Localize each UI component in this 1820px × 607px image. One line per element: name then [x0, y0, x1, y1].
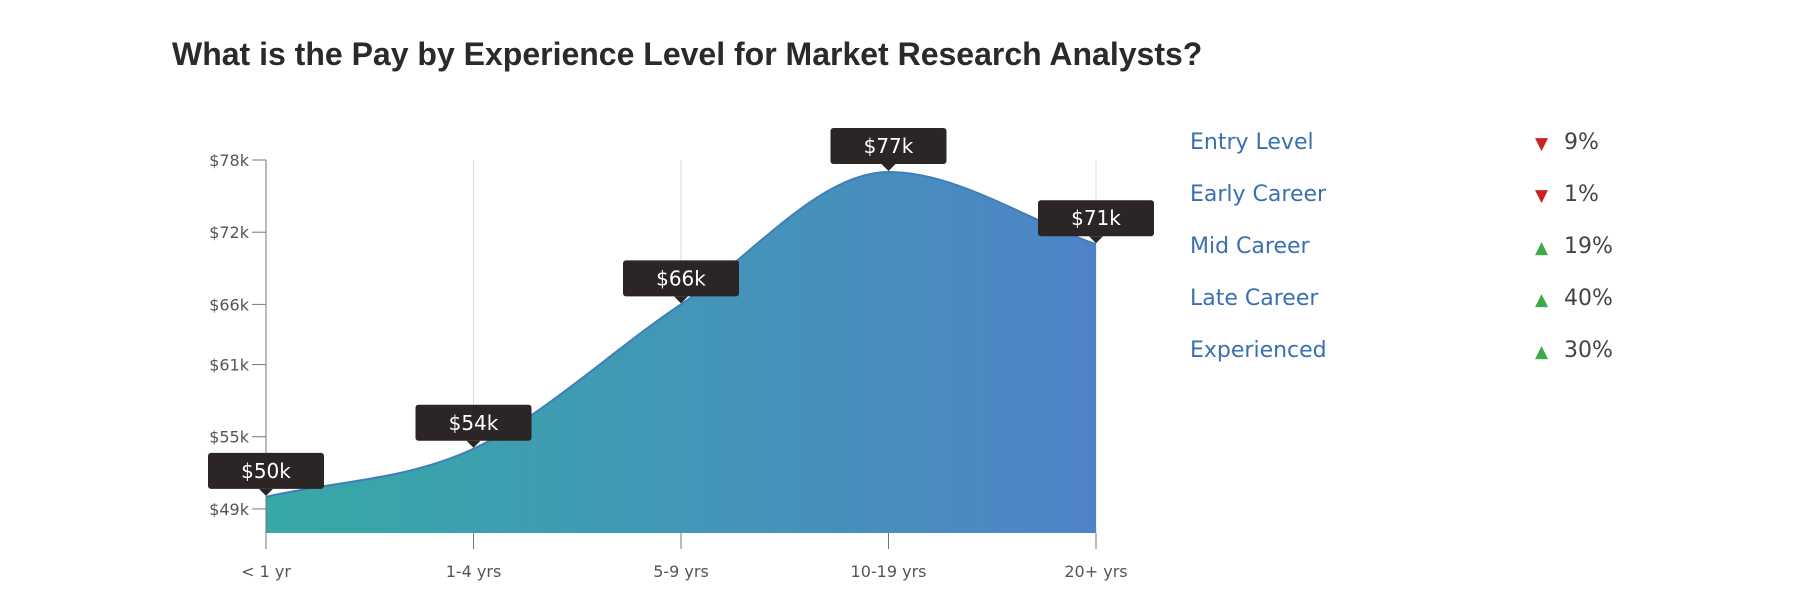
value-label-text: $50k [241, 459, 291, 483]
up-arrow-icon: ▲ [1535, 290, 1549, 310]
value-label-text: $54k [449, 411, 499, 435]
legend-item-experienced: Experienced ▲ 30% [1190, 328, 1620, 380]
value-label-text: $77k [864, 134, 914, 158]
value-label-pointer [466, 440, 481, 448]
value-label-box [415, 404, 532, 441]
up-arrow-icon: ▲ [1535, 238, 1549, 258]
legend-percent: 30% [1564, 338, 1613, 363]
value-label: $71k [1038, 200, 1154, 244]
legend-item-late-career: Late Career ▲ 40% [1190, 276, 1620, 328]
legend-percent: 40% [1564, 286, 1613, 311]
value-labels: $50k $54k $66k $77k $71k [208, 128, 1154, 496]
value-label-text: $71k [1071, 206, 1121, 230]
value-label-pointer [1089, 236, 1103, 244]
legend-change: ▲ 30% [1535, 338, 1613, 363]
value-label-box [208, 452, 324, 489]
value-label-box [1038, 200, 1154, 237]
value-label: $66k [623, 260, 739, 304]
legend-percent: 1% [1564, 182, 1599, 207]
legend-change: ▼ 1% [1535, 182, 1599, 207]
y-tick-label: $78k [209, 151, 250, 170]
x-tick-label: 5-9 yrs [653, 562, 709, 581]
y-tick-label: $61k [209, 356, 250, 375]
pay-by-experience-chart: $49k $55k $61k $66k $72k $78k < 1 yr 1-4 yrs 5-9… [208, 128, 1154, 581]
y-tick-label: $66k [209, 295, 250, 314]
legend-label: Mid Career [1190, 234, 1310, 259]
x-tick-label: 10-19 yrs [851, 562, 927, 581]
legend-change: ▼ 9% [1535, 130, 1599, 155]
legend-label: Late Career [1190, 286, 1319, 311]
legend-label: Early Career [1190, 182, 1327, 207]
value-label: $54k [415, 404, 532, 448]
value-label-pointer [674, 296, 688, 304]
x-tick-label: 1-4 yrs [446, 562, 502, 581]
legend-percent: 19% [1564, 234, 1613, 259]
legend-label: Experienced [1190, 338, 1327, 363]
x-tick-label: < 1 yr [241, 562, 291, 581]
legend-percent: 9% [1564, 130, 1599, 155]
value-label-text: $66k [656, 266, 706, 290]
value-label-pointer [259, 488, 273, 496]
x-tick-label: 20+ yrs [1064, 562, 1127, 581]
value-label: $50k [208, 452, 324, 496]
axes: $49k $55k $61k $66k $72k $78k < 1 yr 1-4 yrs 5-9… [209, 151, 1127, 581]
legend-item-early-career: Early Career ▼ 1% [1190, 172, 1620, 224]
legend-change: ▲ 19% [1535, 234, 1613, 259]
value-label-box [830, 128, 947, 165]
legend-label: Entry Level [1190, 130, 1314, 155]
value-label-box [623, 260, 739, 297]
value-label-pointer [881, 164, 896, 172]
page-title: What is the Pay by Experience Level for … [172, 36, 1203, 72]
y-tick-label: $49k [209, 500, 250, 519]
y-tick-label: $72k [209, 223, 250, 242]
y-tick-label: $55k [209, 428, 250, 447]
down-arrow-icon: ▼ [1535, 186, 1549, 206]
experience-legend: Entry Level ▼ 9% Early Career ▼ 1% Mid C… [1190, 120, 1620, 380]
value-label: $77k [830, 128, 947, 172]
up-arrow-icon: ▲ [1535, 342, 1549, 362]
legend-change: ▲ 40% [1535, 286, 1613, 311]
salary-line [265, 171, 1097, 498]
legend-item-mid-career: Mid Career ▲ 19% [1190, 224, 1620, 276]
legend-item-entry-level: Entry Level ▼ 9% [1190, 120, 1620, 172]
down-arrow-icon: ▼ [1535, 134, 1549, 154]
salary-area [266, 172, 1096, 533]
